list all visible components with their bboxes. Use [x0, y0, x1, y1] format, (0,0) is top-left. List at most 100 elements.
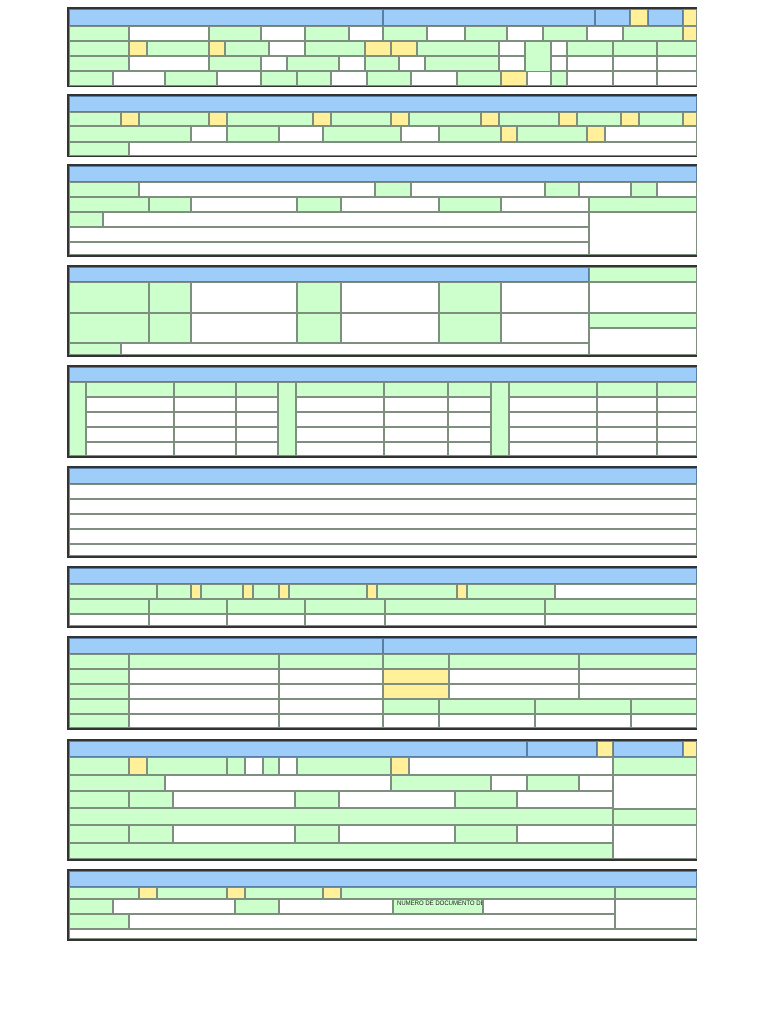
- checkbox[interactable]: [621, 112, 639, 126]
- input-field[interactable]: [339, 825, 455, 843]
- table-cell[interactable]: [384, 412, 448, 427]
- input-field[interactable]: [269, 41, 305, 56]
- input-field[interactable]: [279, 899, 393, 914]
- table-cell[interactable]: [597, 442, 657, 456]
- input-field[interactable]: [173, 825, 295, 843]
- input-field[interactable]: [245, 757, 263, 775]
- input-field[interactable]: [527, 71, 551, 86]
- input-field[interactable]: [439, 714, 535, 728]
- table-cell[interactable]: [448, 442, 491, 456]
- input-field[interactable]: [555, 584, 697, 599]
- input-field[interactable]: [657, 182, 697, 197]
- table-cell[interactable]: [509, 412, 597, 427]
- input-field[interactable]: [551, 41, 567, 56]
- checkbox[interactable]: [227, 887, 245, 899]
- input-field[interactable]: [191, 126, 227, 142]
- input-field[interactable]: [587, 26, 623, 41]
- input-field[interactable]: [613, 56, 657, 71]
- input-area[interactable]: [589, 212, 697, 255]
- input-field[interactable]: [579, 669, 697, 684]
- checkbox[interactable]: [597, 741, 613, 757]
- input-field[interactable]: [69, 614, 149, 626]
- input-field[interactable]: [551, 56, 567, 71]
- input-field[interactable]: [191, 282, 297, 313]
- checkbox[interactable]: [391, 757, 409, 775]
- table-cell[interactable]: [86, 442, 174, 456]
- input-field[interactable]: [129, 56, 209, 71]
- checkbox[interactable]: [630, 9, 648, 26]
- input-field[interactable]: [113, 71, 165, 86]
- table-cell[interactable]: [236, 442, 278, 456]
- text-line[interactable]: [69, 514, 697, 529]
- table-cell[interactable]: [236, 427, 278, 442]
- input-field[interactable]: [191, 313, 297, 343]
- input-field[interactable]: [279, 669, 383, 684]
- input-field[interactable]: [349, 26, 383, 41]
- input-field[interactable]: [217, 71, 261, 86]
- input-field[interactable]: [491, 775, 527, 791]
- text-line[interactable]: [69, 529, 697, 544]
- checkbox[interactable]: [683, 26, 697, 41]
- input-field[interactable]: [113, 899, 235, 914]
- table-cell[interactable]: [296, 397, 384, 412]
- input-field[interactable]: [501, 282, 589, 313]
- input-field[interactable]: [69, 242, 589, 255]
- input-area[interactable]: [615, 899, 697, 929]
- input-field[interactable]: [657, 56, 697, 71]
- input-field[interactable]: [579, 684, 697, 699]
- input-field[interactable]: [341, 313, 439, 343]
- input-field[interactable]: [605, 126, 697, 142]
- table-cell[interactable]: [86, 427, 174, 442]
- input-field[interactable]: [261, 26, 305, 41]
- checkbox[interactable]: [313, 112, 331, 126]
- input-field[interactable]: [129, 26, 209, 41]
- input-field[interactable]: [129, 699, 279, 714]
- table-cell[interactable]: [448, 397, 491, 412]
- input-field[interactable]: [129, 914, 615, 929]
- text-line[interactable]: [69, 544, 697, 556]
- checkbox[interactable]: [243, 584, 253, 599]
- checkbox[interactable]: [501, 126, 517, 142]
- input-area[interactable]: [589, 282, 697, 313]
- checkbox[interactable]: [683, 112, 697, 126]
- input-field[interactable]: [279, 757, 297, 775]
- table-cell[interactable]: [174, 427, 236, 442]
- input-field[interactable]: [517, 791, 613, 808]
- table-cell[interactable]: [174, 397, 236, 412]
- checkbox[interactable]: [683, 741, 697, 757]
- checkbox[interactable]: [501, 71, 527, 86]
- input-field[interactable]: [191, 197, 297, 212]
- table-cell[interactable]: [296, 412, 384, 427]
- checkbox[interactable]: [129, 41, 147, 56]
- checkbox[interactable]: [209, 112, 227, 126]
- input-field[interactable]: [129, 714, 279, 728]
- input-field[interactable]: [279, 714, 383, 728]
- input-field[interactable]: [103, 212, 589, 227]
- input-field[interactable]: [69, 227, 589, 242]
- table-cell[interactable]: [174, 442, 236, 456]
- input-field[interactable]: [501, 197, 589, 212]
- input-field[interactable]: [501, 313, 589, 343]
- checkbox[interactable]: [121, 112, 139, 126]
- input-field[interactable]: [411, 182, 545, 197]
- input-field[interactable]: [149, 614, 227, 626]
- text-line[interactable]: [69, 484, 697, 499]
- input-field[interactable]: [173, 791, 295, 808]
- input-field[interactable]: [305, 614, 385, 626]
- checkbox[interactable]: [209, 41, 225, 56]
- input-field[interactable]: [631, 714, 697, 728]
- input-field[interactable]: [545, 614, 697, 626]
- input-field[interactable]: [411, 71, 457, 86]
- table-cell[interactable]: [384, 442, 448, 456]
- input-field[interactable]: [339, 791, 455, 808]
- input-area[interactable]: [589, 328, 697, 355]
- checkbox[interactable]: [365, 41, 391, 56]
- input-field[interactable]: [579, 182, 631, 197]
- table-cell[interactable]: [384, 397, 448, 412]
- checkbox[interactable]: [481, 112, 499, 126]
- checkbox[interactable]: [383, 669, 449, 684]
- table-cell[interactable]: [448, 427, 491, 442]
- table-cell[interactable]: [384, 427, 448, 442]
- input-field[interactable]: [567, 71, 613, 86]
- input-field[interactable]: [129, 142, 697, 156]
